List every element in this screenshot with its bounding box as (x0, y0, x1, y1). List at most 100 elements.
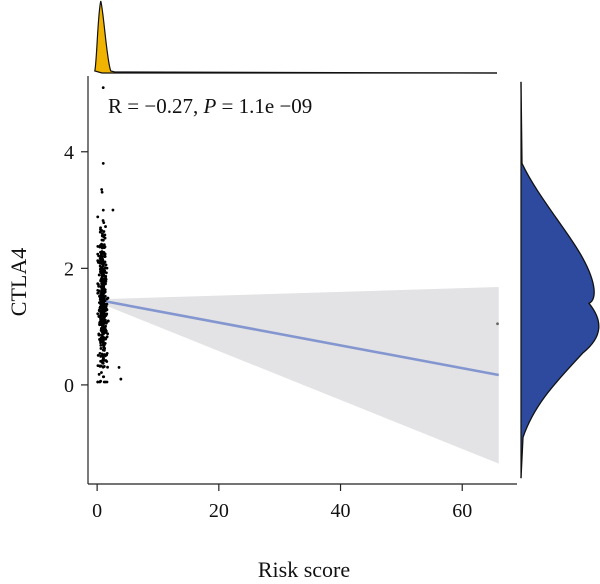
data-point (99, 347, 103, 350)
data-point (97, 315, 101, 318)
data-point (101, 348, 105, 352)
y-axis-label: CTLA4 (6, 248, 31, 316)
data-point (104, 331, 108, 334)
y-tick-label: 4 (64, 142, 74, 164)
data-point (102, 245, 106, 249)
data-point (99, 327, 103, 330)
data-point (97, 273, 101, 277)
data-point (101, 278, 105, 282)
data-point (96, 354, 100, 357)
data-point (101, 86, 105, 90)
x-tick-label: 20 (209, 500, 229, 522)
x-tick-label: 60 (452, 500, 472, 522)
data-point (97, 254, 101, 258)
data-point (101, 208, 105, 212)
data-point (104, 336, 108, 340)
data-point (99, 226, 102, 230)
data-point (101, 287, 105, 291)
data-point (100, 257, 104, 261)
data-point (103, 260, 107, 264)
data-point (100, 190, 104, 194)
regression-line-path (99, 299, 499, 377)
data-point (98, 267, 102, 271)
correlation-r: R = −0.27, (108, 94, 203, 118)
data-point (102, 243, 106, 247)
data-point (101, 238, 105, 242)
data-point (119, 377, 123, 381)
data-point (98, 352, 102, 355)
data-point (101, 232, 104, 236)
data-point (103, 253, 107, 257)
data-point (105, 302, 109, 306)
y-tick-label: 2 (64, 258, 74, 280)
data-point (96, 259, 100, 263)
x-marginal-density (94, 0, 498, 74)
data-point (100, 335, 104, 339)
data-point (102, 375, 106, 379)
data-point (105, 271, 108, 275)
data-point (111, 208, 115, 212)
data-point (104, 274, 108, 278)
regression-line (99, 299, 499, 377)
data-point (99, 343, 103, 347)
data-point (101, 298, 105, 302)
data-point (97, 284, 101, 288)
axes (87, 76, 517, 485)
data-point (104, 225, 107, 228)
data-point (496, 322, 499, 326)
correlation-p-label: P (202, 94, 216, 118)
data-point (104, 277, 108, 281)
data-point (102, 380, 106, 384)
x-tick-label: 40 (331, 500, 351, 522)
scatter-points (96, 86, 499, 384)
x-density-curve (94, 0, 498, 74)
data-point (105, 312, 109, 316)
data-point (103, 288, 107, 292)
data-point (101, 283, 104, 286)
data-point (100, 313, 104, 317)
data-point (101, 319, 105, 323)
data-point (99, 285, 103, 289)
data-point (100, 352, 104, 356)
data-point (105, 266, 109, 270)
data-point (96, 288, 100, 292)
data-point (102, 308, 106, 312)
data-point (96, 291, 100, 295)
data-point (103, 294, 107, 298)
data-point (103, 302, 107, 306)
data-point (99, 316, 102, 320)
data-point (101, 341, 105, 345)
data-point (105, 351, 109, 355)
data-point (100, 371, 103, 374)
data-point (104, 263, 108, 267)
data-point (97, 372, 101, 376)
data-point (97, 332, 101, 336)
data-point (96, 282, 100, 286)
data-point (100, 306, 104, 310)
data-point (99, 293, 103, 297)
y-ticks: 0 2 4 (64, 142, 88, 397)
data-point (99, 354, 103, 358)
data-point (98, 245, 102, 249)
data-point (100, 242, 103, 246)
data-point (99, 364, 103, 368)
data-point (99, 310, 103, 314)
data-point (100, 296, 103, 300)
correlation-p-value: = 1.1e −09 (216, 94, 312, 118)
data-point (106, 365, 109, 369)
data-point (99, 279, 102, 283)
confidence-band (100, 286, 499, 464)
data-point (98, 323, 102, 326)
data-point (101, 251, 105, 255)
data-point (105, 297, 109, 301)
data-point (99, 359, 102, 363)
data-point (103, 280, 107, 284)
data-point (101, 293, 105, 296)
data-point (100, 234, 104, 238)
data-point (104, 320, 108, 324)
data-point (100, 188, 104, 191)
data-point (96, 215, 100, 219)
y-tick-label: 0 (64, 375, 74, 397)
x-tick-label: 0 (92, 500, 102, 522)
y-marginal-density (520, 81, 600, 479)
